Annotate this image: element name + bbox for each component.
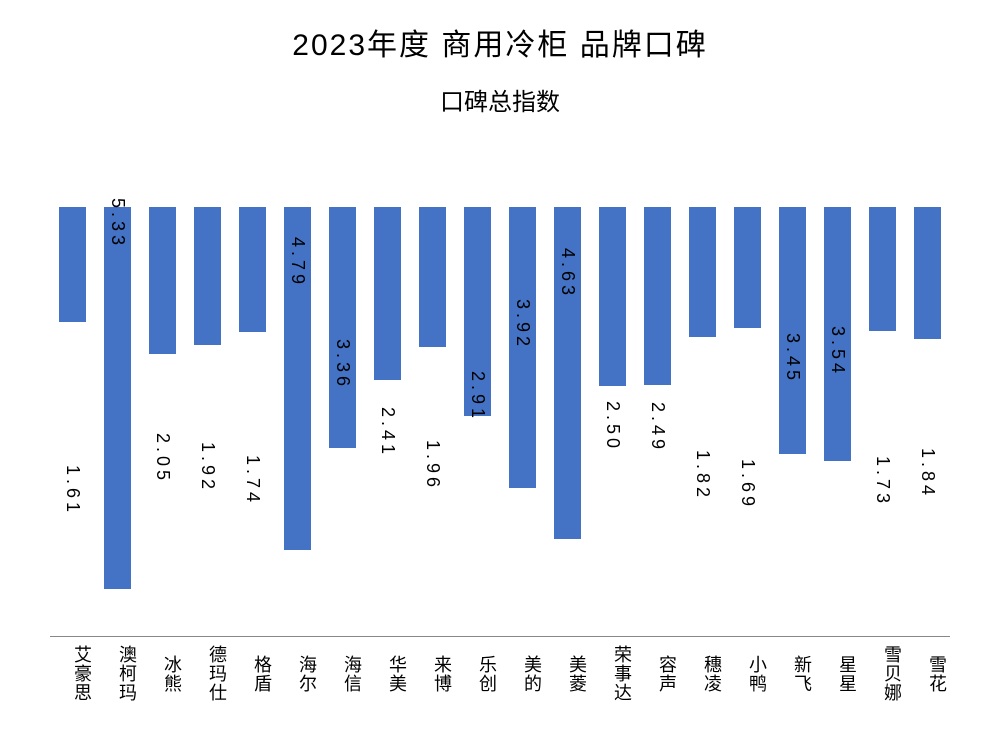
chart-container: 2023年度 商用冷柜 品牌口碑 口碑总指数 1.615.332.051.921… xyxy=(0,0,1000,745)
bar xyxy=(734,207,762,328)
bar-group: 1.69 xyxy=(725,207,770,637)
bar-group: 1.61 xyxy=(50,207,95,637)
bar-group: 1.82 xyxy=(680,207,725,637)
bar xyxy=(599,207,627,386)
bar-value-label: 3.45 xyxy=(782,333,803,384)
bar-value-label: 2.50 xyxy=(602,401,623,452)
x-axis-baseline xyxy=(50,636,950,637)
bar xyxy=(104,207,132,589)
x-axis-label: 冰熊 xyxy=(140,645,185,702)
bar-group: 4.79 xyxy=(275,207,320,637)
bar xyxy=(59,207,87,322)
bar-group: 2.49 xyxy=(635,207,680,637)
bar xyxy=(239,207,267,332)
bar-group: 1.96 xyxy=(410,207,455,637)
bar-group: 3.36 xyxy=(320,207,365,637)
x-axis-label: 雪花 xyxy=(905,645,950,702)
bar-group: 3.45 xyxy=(770,207,815,637)
x-axis-label: 星星 xyxy=(815,645,860,702)
bar-value-label: 1.96 xyxy=(422,440,443,491)
bar-group: 2.91 xyxy=(455,207,500,637)
x-axis-label: 雪贝娜 xyxy=(860,645,905,702)
bar-value-label: 2.49 xyxy=(647,402,668,453)
x-axis-label: 德玛仕 xyxy=(185,645,230,702)
bar xyxy=(149,207,177,354)
x-axis-label: 来博 xyxy=(410,645,455,702)
bar-value-label: 1.69 xyxy=(737,459,758,510)
bar-value-label: 5.33 xyxy=(107,198,128,249)
x-axis-label: 海尔 xyxy=(275,645,320,702)
bar xyxy=(914,207,942,339)
bar xyxy=(869,207,897,331)
x-axis-label: 澳柯玛 xyxy=(95,645,140,702)
bar-value-label: 3.54 xyxy=(827,326,848,377)
bar-group: 2.41 xyxy=(365,207,410,637)
bar-value-label: 4.63 xyxy=(557,248,578,299)
bar xyxy=(644,207,672,385)
bar-value-label: 1.92 xyxy=(197,442,218,493)
bar xyxy=(779,207,807,454)
bar xyxy=(374,207,402,380)
x-axis-label: 格盾 xyxy=(230,645,275,702)
bar-value-label: 2.91 xyxy=(467,371,488,422)
bar xyxy=(329,207,357,448)
bar-group: 1.73 xyxy=(860,207,905,637)
bar xyxy=(419,207,447,347)
x-axis-label: 荣事达 xyxy=(590,645,635,702)
bar-value-label: 1.61 xyxy=(62,465,83,516)
bar-value-label: 2.41 xyxy=(377,407,398,458)
x-axis-label: 乐创 xyxy=(455,645,500,702)
bar-group: 3.92 xyxy=(500,207,545,637)
bar xyxy=(689,207,717,337)
x-axis-label: 美菱 xyxy=(545,645,590,702)
bar-value-label: 1.84 xyxy=(917,448,938,499)
x-axis-label: 容声 xyxy=(635,645,680,702)
chart-title: 2023年度 商用冷柜 品牌口碑 xyxy=(20,20,980,64)
bar-group: 1.84 xyxy=(905,207,950,637)
bar-group: 1.74 xyxy=(230,207,275,637)
x-axis-label: 华美 xyxy=(365,645,410,702)
x-axis-label: 小鸭 xyxy=(725,645,770,702)
bar-value-label: 1.73 xyxy=(872,456,893,507)
bar-group: 5.33 xyxy=(95,207,140,637)
bar-value-label: 3.92 xyxy=(512,299,533,350)
x-axis-label: 海信 xyxy=(320,645,365,702)
x-axis-label: 新飞 xyxy=(770,645,815,702)
x-axis-label: 穗凌 xyxy=(680,645,725,702)
bar-value-label: 4.79 xyxy=(287,237,308,288)
bar-value-label: 1.74 xyxy=(242,455,263,506)
x-axis-label: 艾豪思 xyxy=(50,645,95,702)
bar-value-label: 1.82 xyxy=(692,450,713,501)
x-axis-label: 美的 xyxy=(500,645,545,702)
x-axis-labels: 艾豪思澳柯玛冰熊德玛仕格盾海尔海信华美来博乐创美的美菱荣事达容声穗凌小鸭新飞星星… xyxy=(50,645,950,702)
bar-value-label: 3.36 xyxy=(332,339,353,390)
bar-group: 4.63 xyxy=(545,207,590,637)
bar-value-label: 2.05 xyxy=(152,433,173,484)
bar xyxy=(194,207,222,345)
plot-area: 1.61 5.33 2.05 1.92 1.74 4.79 3.36 2.41 1.96 2.91… xyxy=(50,207,950,637)
bar-group: 2.50 xyxy=(590,207,635,637)
bar-group: 1.92 xyxy=(185,207,230,637)
bar-group: 3.54 xyxy=(815,207,860,637)
bars-row: 1.61 5.33 2.05 1.92 1.74 4.79 3.36 2.41 1.96 2.91… xyxy=(50,207,950,637)
chart-subtitle: 口碑总指数 xyxy=(20,82,980,117)
bar-group: 2.05 xyxy=(140,207,185,637)
